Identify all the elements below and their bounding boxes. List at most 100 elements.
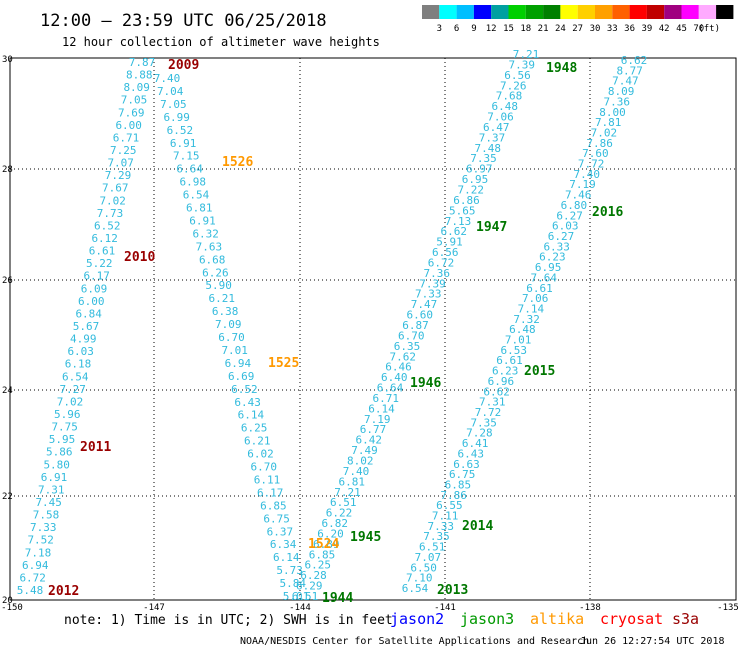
wave-height-value: 7.40: [154, 72, 181, 85]
wave-height-value: 6.02: [247, 448, 274, 461]
pass-labels: 2009 2010 2011 2012 1526 1525 1524 1944 1945 1946…: [48, 58, 623, 606]
color-swatch: [612, 5, 630, 19]
color-scale-label: 39: [641, 24, 652, 34]
wave-height-value: 6.51: [292, 590, 319, 603]
wave-height-tracks: 7.878.888.097.057.696.006.717.257.077.29…: [17, 48, 648, 603]
wave-height-value: 5.48: [17, 584, 44, 597]
wave-height-value: 7.11: [432, 510, 459, 523]
wave-height-value: 6.84: [75, 307, 102, 320]
wave-height-value: 6.89: [313, 538, 340, 551]
wave-height-value: 6.26: [202, 266, 229, 279]
color-scale-label: 15: [503, 24, 514, 34]
wave-height-value: 5.73: [276, 564, 303, 577]
wave-height-value: 6.68: [199, 253, 226, 266]
wave-height-value: 7.68: [496, 90, 523, 103]
color-swatch: [422, 5, 440, 19]
latitude-label: 22: [2, 492, 13, 502]
wave-height-value: 7.63: [196, 240, 223, 253]
wave-height-value: 6.42: [356, 434, 383, 447]
wave-height-value: 7.73: [97, 207, 124, 220]
wave-height-value: 6.03: [67, 345, 94, 358]
wave-height-value: 5.91: [436, 236, 463, 249]
longitude-label: -144: [289, 603, 311, 613]
wave-height-value: 6.75: [263, 512, 290, 525]
wave-height-value: 6.53: [501, 344, 528, 357]
wave-height-value: 6.27: [548, 230, 575, 243]
wave-height-value: 7.26: [500, 79, 527, 92]
wave-height-value: 7.28: [466, 427, 493, 440]
wave-height-value: 6.00: [78, 295, 105, 308]
wave-height-value: 6.72: [428, 257, 455, 270]
wave-height-value: 6.77: [360, 423, 387, 436]
wave-height-value: 7.72: [475, 406, 502, 419]
wave-height-value: 6.23: [539, 251, 566, 264]
wave-height-value: 6.20: [317, 528, 344, 541]
wave-height-value: 6.25: [241, 422, 268, 435]
wave-height-value: 6.17: [83, 270, 110, 283]
pass-label: 2009: [168, 58, 199, 73]
wave-height-value: 6.38: [212, 305, 239, 318]
wave-height-value: 6.17: [257, 486, 284, 499]
wave-height-value: 6.85: [309, 548, 336, 561]
wave-height-value: 7.14: [518, 303, 545, 316]
wave-height-value: 6.63: [453, 458, 480, 471]
wave-height-value: 6.96: [488, 375, 515, 388]
wave-height-value: 7.39: [509, 58, 536, 71]
color-swatch: [595, 5, 613, 19]
wave-height-value: 6.81: [339, 475, 366, 488]
wave-height-value: 7.86: [586, 137, 613, 150]
wave-height-value: 6.47: [483, 121, 510, 134]
wave-height-value: 6.94: [225, 357, 252, 370]
pass-label: 1948: [546, 61, 577, 76]
latitude-label: 28: [2, 165, 13, 175]
wave-height-value: 6.91: [189, 215, 216, 228]
wave-height-value: 7.37: [479, 131, 506, 144]
wave-height-value: 7.07: [415, 551, 442, 564]
color-swatch: [698, 5, 717, 19]
wave-height-value: 7.60: [582, 147, 609, 160]
latitude-label: 20: [2, 596, 13, 606]
wave-height-value: 7.86: [440, 489, 467, 502]
wave-height-value: 7.47: [612, 75, 639, 88]
color-swatch: [664, 5, 682, 19]
wave-height-value: 6.50: [410, 561, 437, 574]
longitude-label: -135: [717, 603, 739, 613]
wave-height-value: 7.52: [27, 534, 54, 547]
longitude-label: -138: [579, 603, 601, 613]
satellite-name: altika: [530, 610, 584, 628]
longitude-label: -141: [434, 603, 456, 613]
pass-label: 1524: [308, 537, 339, 552]
wave-height-value: 6.14: [368, 402, 395, 415]
color-scale-label: 33: [607, 24, 618, 34]
longitude-labels: -150 -147 -144 -141 -138 -135: [1, 603, 739, 613]
color-scale-label: 6: [454, 24, 459, 34]
wave-height-value: 7.04: [157, 85, 184, 98]
color-scale-label: 12: [486, 24, 497, 34]
wave-height-value: 6.62: [483, 385, 510, 398]
wave-height-value: 6.14: [273, 551, 300, 564]
wave-height-value: 7.31: [38, 483, 65, 496]
wave-height-value: 7.18: [25, 546, 52, 559]
wave-height-value: 6.61: [89, 245, 116, 258]
wave-height-value: 6.81: [186, 202, 213, 215]
wave-height-value: 6.99: [163, 111, 190, 124]
color-scale-label: 18: [520, 24, 531, 34]
wave-height-value: 4.99: [70, 333, 97, 346]
wave-height-value: 8.09: [123, 81, 150, 94]
wave-height-value: 7.15: [173, 150, 200, 163]
wave-height-value: 6.52: [94, 219, 121, 232]
satellite-legend: jason2 jason3 altika cryosat s3a: [390, 610, 699, 628]
wave-height-value: 6.28: [300, 569, 327, 582]
wave-height-value: 7.05: [160, 98, 187, 111]
map-frame: [9, 57, 737, 601]
wave-height-value: 7.25: [110, 144, 137, 157]
wave-height-value: 7.19: [569, 178, 596, 191]
wave-height-value: 7.06: [487, 111, 514, 124]
wave-height-value: 6.86: [453, 194, 480, 207]
wave-height-value: 5.67: [73, 320, 100, 333]
satellite-name: jason3: [460, 610, 514, 628]
map-grid: [10, 58, 736, 600]
wave-height-value: 6.14: [238, 409, 265, 422]
satellite-name: jason2: [390, 610, 444, 628]
wave-height-value: 6.33: [543, 240, 570, 253]
